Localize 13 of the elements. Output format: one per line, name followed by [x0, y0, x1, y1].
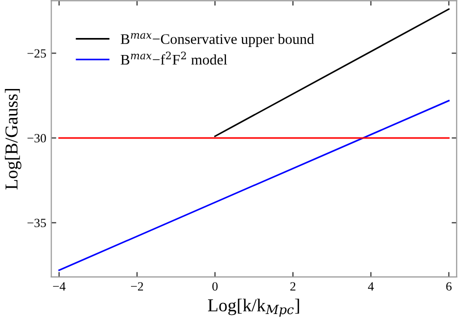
legend-label: B$^{max}$−f$^{2}$F$^{2}$ model	[120, 52, 228, 65]
y-tick-label: −30	[28, 134, 46, 142]
y-tick-label: −35	[28, 218, 46, 228]
x-axis-title: Log[k/k$_{Mpc}$]	[208, 298, 300, 317]
x-tick-label: 2	[290, 282, 296, 291]
x-tick-label: 0	[212, 282, 218, 291]
y-tick-label: −25	[28, 49, 46, 58]
legend-label: B$^{max}$−Conservative upper bound	[120, 33, 314, 47]
x-tick-label: −2	[131, 282, 143, 291]
x-tick-label: 6	[446, 282, 452, 291]
x-tick-label: −4	[53, 282, 66, 291]
y-axis-title: Log[B/Gauss]	[4, 89, 22, 190]
x-tick-label: 4	[368, 282, 374, 291]
